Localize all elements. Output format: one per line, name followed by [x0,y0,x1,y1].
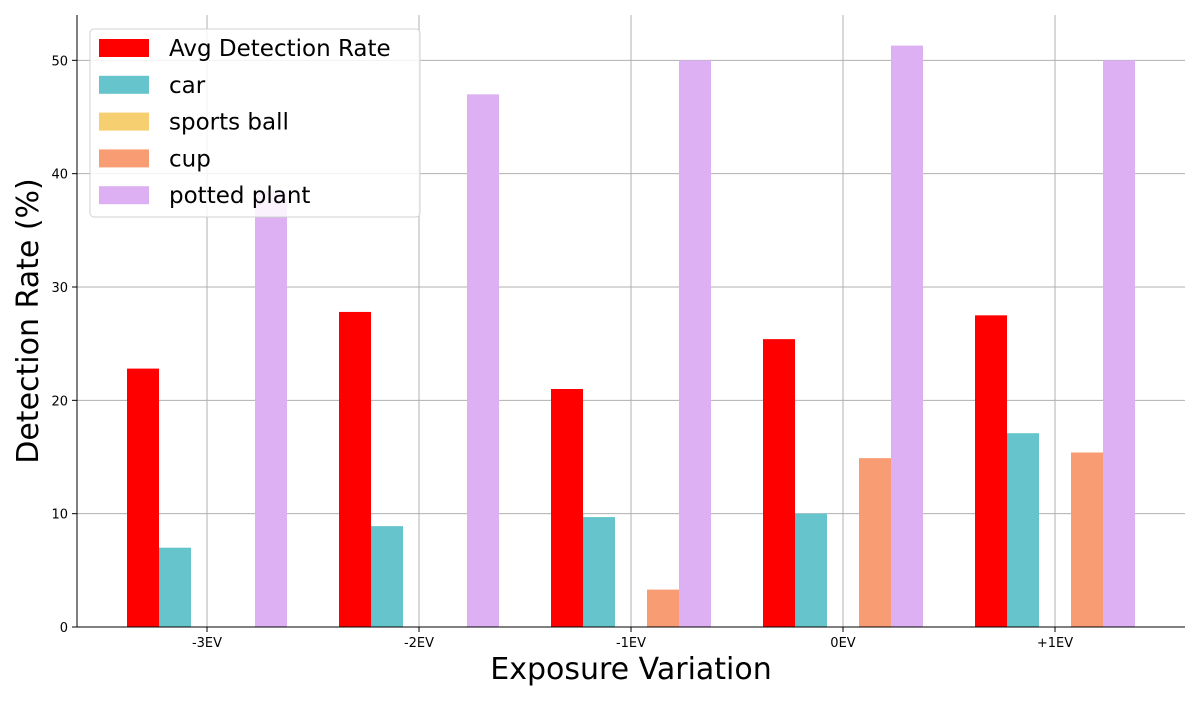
legend-label-potted-plant: potted plant [169,183,310,209]
y-tick-label: 50 [51,54,68,69]
bar-potted-plant-3ev [255,190,287,627]
x-tick-label: -3EV [192,636,222,651]
y-tick-label: 40 [51,168,68,183]
bar-avg-detection-rate-2ev [339,311,371,627]
bar-car-1ev [1007,433,1039,627]
bar-cup-0ev [859,458,891,627]
bar-car-3ev [159,547,191,627]
bar-car-0ev [795,513,827,627]
bar-potted-plant-1ev [679,60,711,628]
legend-swatch-cup [99,149,149,168]
bars [127,45,1135,628]
x-tick-label: +1EV [1037,636,1073,651]
legend-swatch-potted-plant [99,186,149,205]
legend-swatch-avg-detection-rate [99,39,149,57]
bar-car-2ev [371,526,403,627]
y-axis-title: Detection Rate (%) [11,178,46,464]
x-tick-label: 0EV [830,636,855,651]
legend-label-cup: cup [169,146,211,172]
x-tick-label: -2EV [404,636,434,651]
bar-potted-plant-0ev [891,45,923,628]
legend-swatch-sports-ball [99,112,149,131]
legend-box [89,28,421,218]
bar-car-1ev [583,517,615,627]
bar-avg-detection-rate-0ev [763,339,795,627]
legend-label-sports-ball: sports ball [169,110,289,136]
bar-avg-detection-rate-1ev [551,389,583,627]
legend-label-avg-detection-rate: Avg Detection Rate [169,36,391,62]
axes [72,15,1185,632]
bar-potted-plant-1ev [1103,60,1135,628]
tick-labels: 0 10 20 30 40 50 -3EV -2EV -1EV 0EV +1EV [51,54,1073,651]
legend-label-car: car [169,73,206,99]
bar-avg-detection-rate-1ev [975,315,1007,627]
x-axis-title: Exposure Variation [490,652,772,687]
y-tick-label: 20 [51,394,68,409]
bar-avg-detection-rate-3ev [127,368,159,627]
y-tick-label: 0 [60,621,68,636]
legend-swatch-car [99,75,149,94]
x-tick-label: -1EV [616,636,646,651]
y-tick-label: 10 [51,508,68,523]
bar-cup-1ev [647,589,679,627]
y-tick-label: 30 [51,281,68,296]
bar-potted-plant-2ev [467,94,499,628]
bar-cup-1ev [1071,452,1103,627]
legend: Avg Detection Rate car sports ball cup potte… [89,28,421,218]
